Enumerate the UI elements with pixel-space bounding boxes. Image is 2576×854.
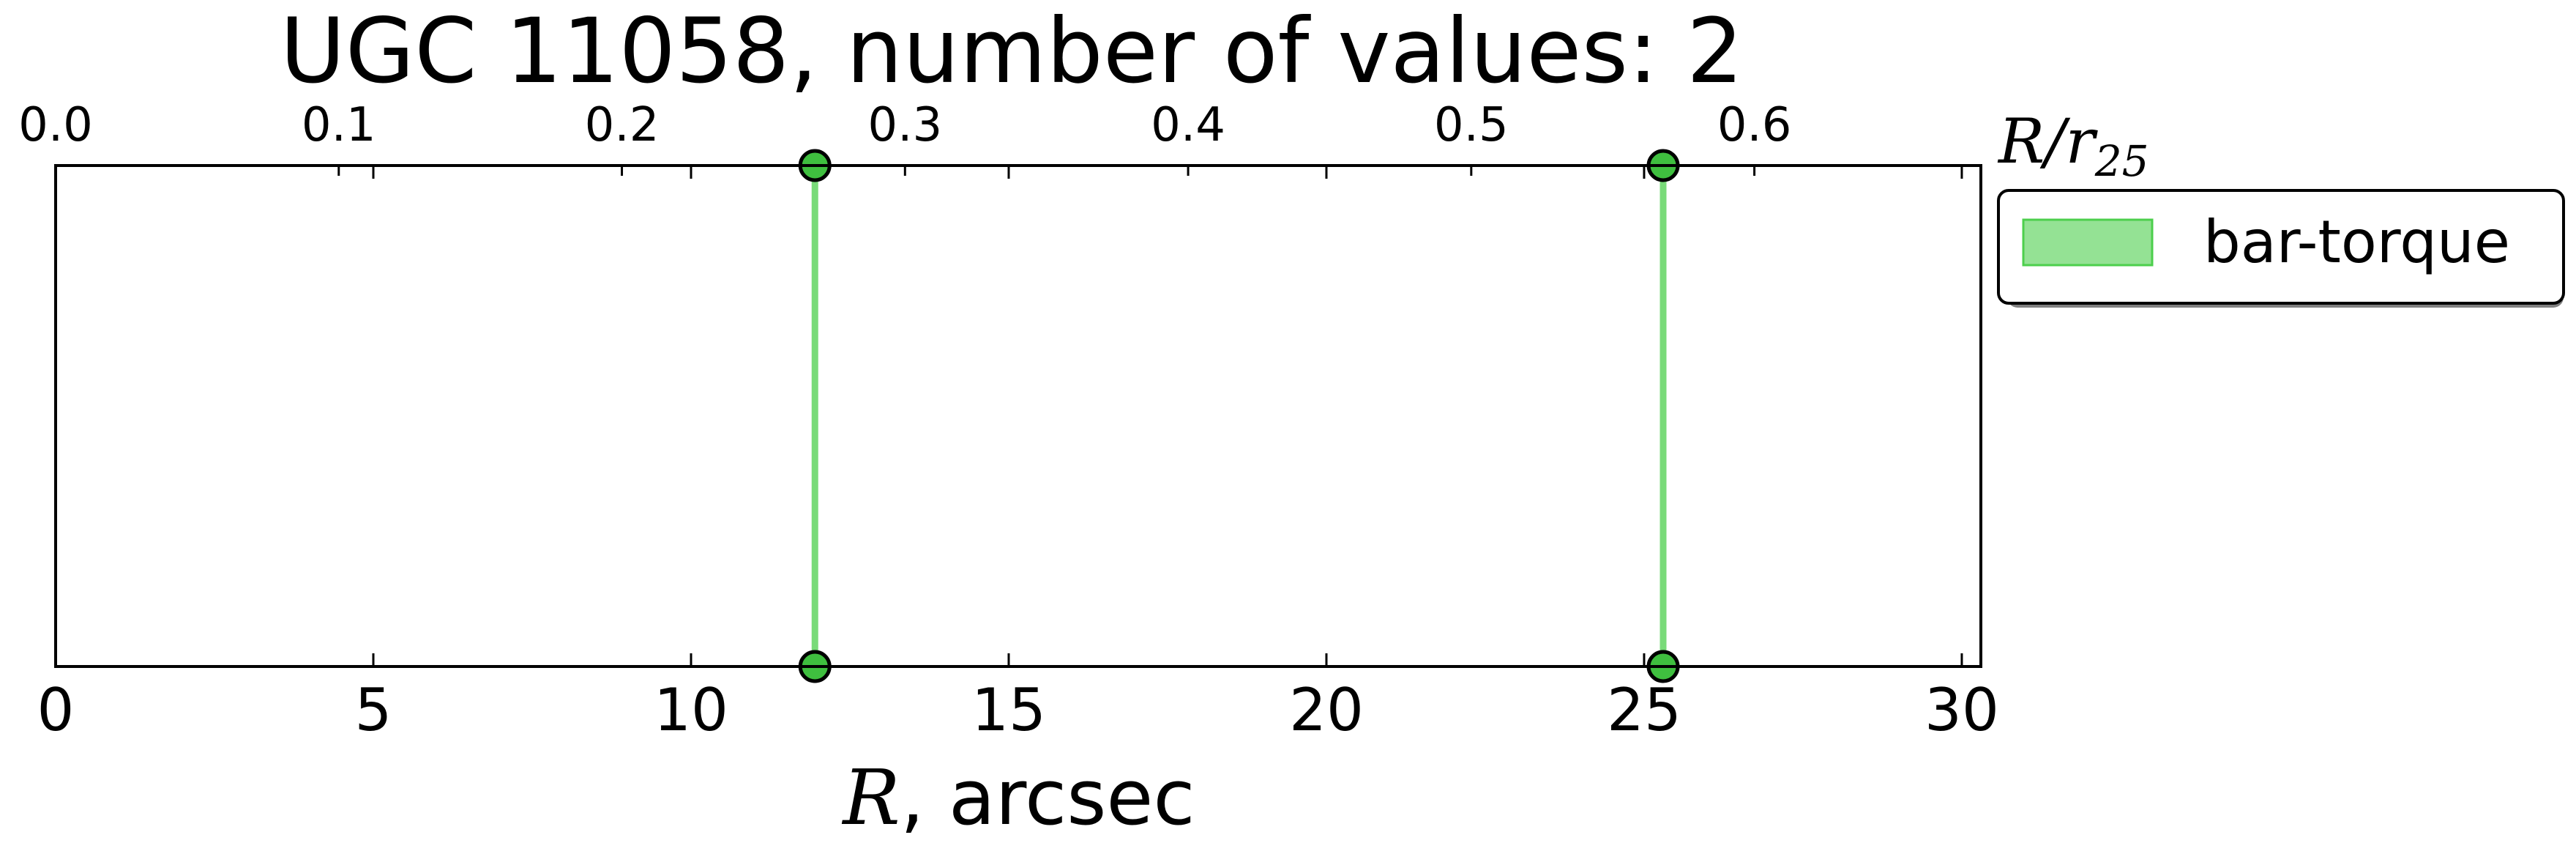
x-tick-label: 5 (355, 676, 392, 744)
top-tick-label: 0.0 (18, 98, 93, 152)
top-tick-label: 0.1 (302, 98, 376, 152)
top-tick-label: 0.5 (1434, 98, 1509, 152)
top-axis-label: R/r25 (1997, 105, 2149, 186)
bottom-axis: 0 5 10 15 20 25 30 (37, 166, 1999, 744)
x-axis-label-unit: , arcsec (900, 753, 1195, 842)
legend-label: bar-torque (2203, 208, 2510, 276)
top-axis: 0.0 0.1 0.2 0.3 0.4 0.5 0.6 (18, 98, 1791, 176)
top-axis-label-sub: 25 (2094, 136, 2149, 186)
x-tick-label: 25 (1607, 676, 1681, 744)
top-tick-label: 0.4 (1151, 98, 1225, 152)
x-tick-label: 10 (654, 676, 728, 744)
x-axis-label: R, arcsec (841, 753, 1195, 842)
x-tick-label: 15 (971, 676, 1046, 744)
series-layer (798, 149, 1680, 683)
x-tick-label: 0 (37, 676, 75, 744)
top-tick-label: 0.2 (585, 98, 660, 152)
x-tick-label: 30 (1924, 676, 1999, 744)
x-axis-label-variable: R (841, 753, 900, 842)
top-tick-label: 0.3 (867, 98, 942, 152)
top-axis-label-main: R/r (1997, 105, 2099, 177)
chart-title: UGC 11058, number of values: 2 (280, 0, 1743, 103)
plot-frame (54, 164, 1982, 668)
legend-swatch (2022, 218, 2154, 267)
top-tick-label: 0.6 (1717, 98, 1792, 152)
legend: bar-torque (1997, 189, 2565, 308)
x-tick-label: 20 (1289, 676, 1364, 744)
